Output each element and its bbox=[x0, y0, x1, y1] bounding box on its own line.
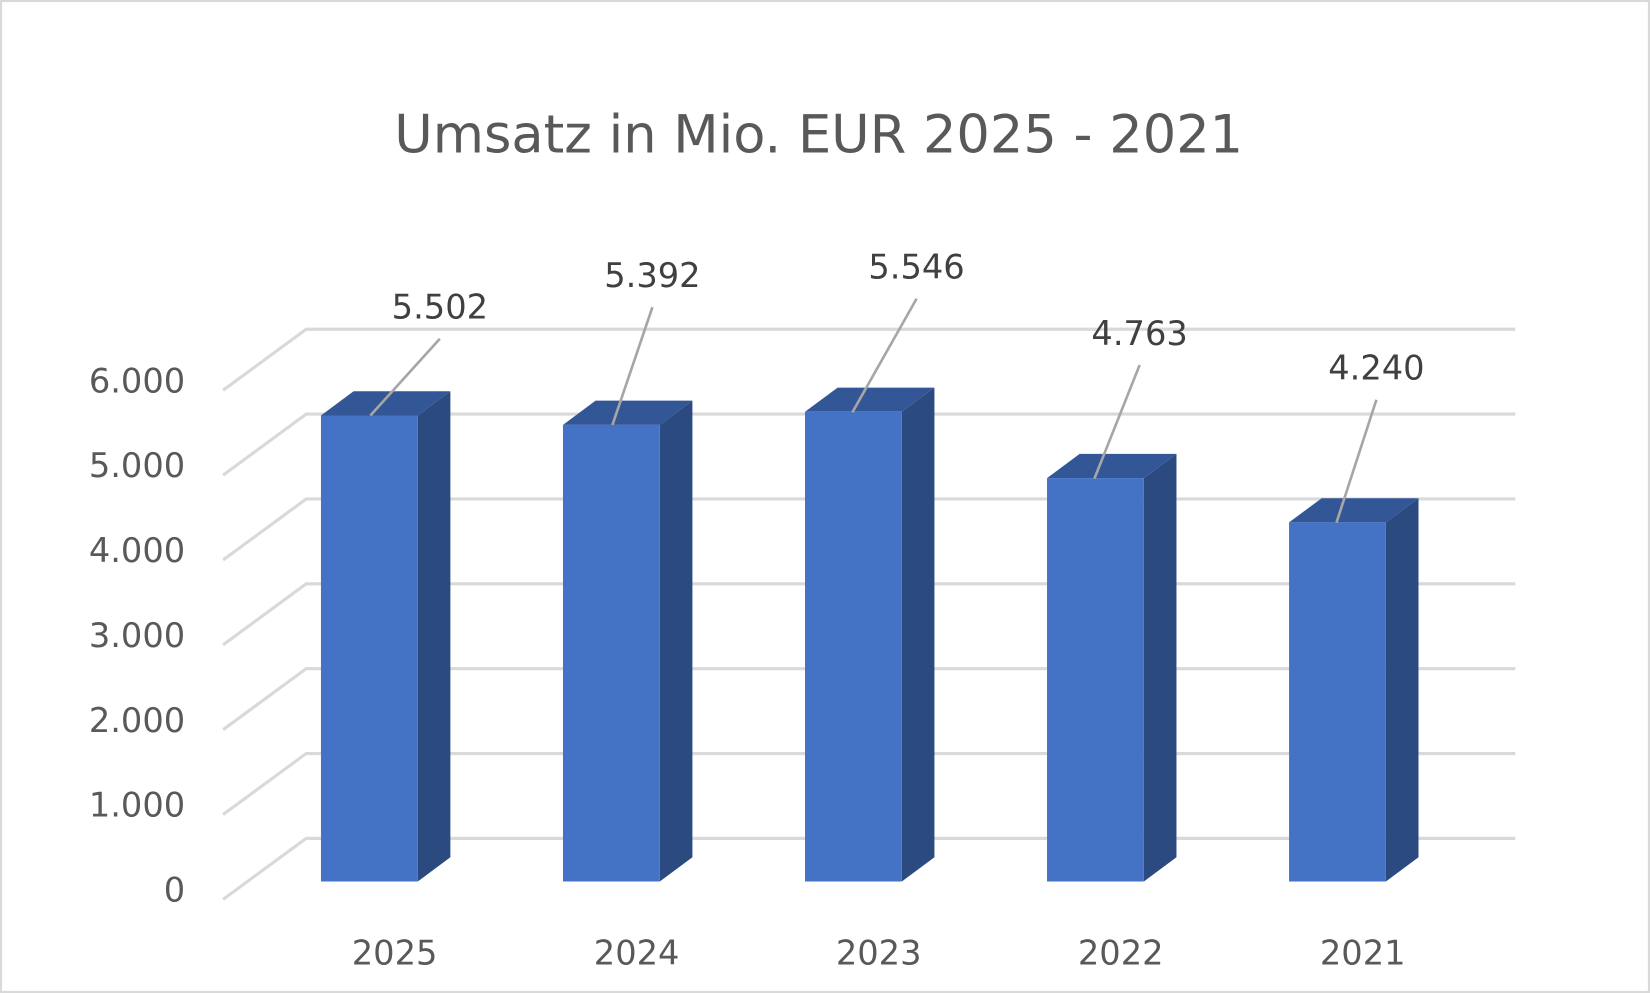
data-label: 4.240 bbox=[1328, 349, 1424, 388]
data-label: 4.763 bbox=[1091, 314, 1187, 353]
bar-top bbox=[805, 387, 935, 412]
y-tick-label: 1.000 bbox=[89, 786, 185, 825]
y-tick-label: 2.000 bbox=[89, 701, 185, 740]
y-tick-label: 4.000 bbox=[89, 531, 185, 570]
y-tick-label: 5.000 bbox=[89, 446, 185, 485]
leader-line bbox=[611, 306, 654, 426]
bar-side bbox=[901, 387, 935, 882]
bar-top bbox=[320, 391, 451, 416]
bar-top bbox=[1289, 498, 1419, 523]
data-label: 5.546 bbox=[868, 248, 964, 287]
leader-line bbox=[851, 298, 918, 413]
data-label: 5.392 bbox=[604, 256, 700, 295]
bar-side bbox=[659, 400, 693, 882]
y-tick-label: 3.000 bbox=[89, 616, 185, 655]
gridline bbox=[222, 412, 1516, 477]
bar-2023 bbox=[805, 411, 902, 882]
leader-line bbox=[1335, 399, 1378, 524]
bar-top bbox=[1047, 453, 1177, 479]
bar-2021 bbox=[1289, 522, 1386, 882]
bar-side bbox=[1143, 453, 1177, 882]
bar-side bbox=[417, 391, 451, 882]
leader-line bbox=[369, 337, 441, 417]
x-tick-label: 2025 bbox=[352, 934, 438, 973]
chart-title: Umsatz in Mio. EUR 2025 - 2021 bbox=[394, 105, 1243, 166]
leader-line bbox=[1093, 364, 1141, 480]
bar-2025 bbox=[320, 415, 418, 882]
x-tick-label: 2021 bbox=[1320, 934, 1406, 973]
y-tick-label: 0 bbox=[164, 870, 185, 909]
x-tick-label: 2024 bbox=[594, 934, 680, 973]
bar-side bbox=[1385, 498, 1419, 882]
x-tick-label: 2022 bbox=[1078, 934, 1164, 973]
bar-top bbox=[562, 400, 693, 425]
x-tick-label: 2023 bbox=[836, 934, 922, 973]
bar-2022 bbox=[1047, 478, 1144, 882]
data-label: 5.502 bbox=[392, 288, 488, 327]
bar-2024 bbox=[562, 424, 660, 882]
gridline bbox=[222, 327, 1516, 392]
y-tick-label: 6.000 bbox=[89, 361, 185, 400]
